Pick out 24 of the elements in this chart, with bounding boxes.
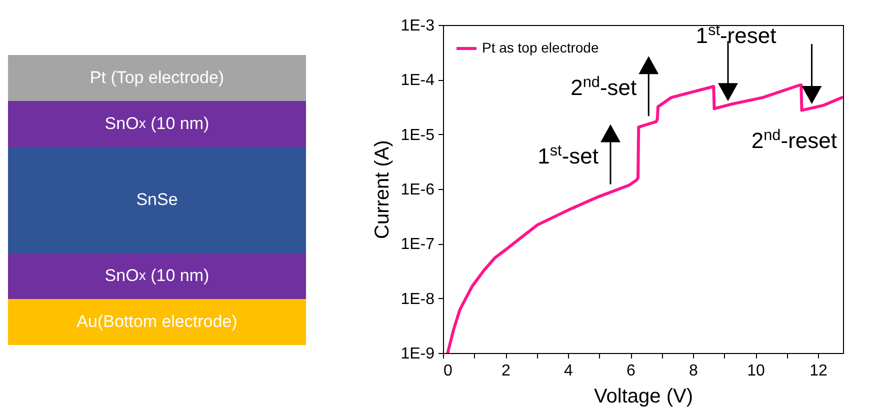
x-tick-label: 2: [502, 362, 511, 380]
x-tick-label: 6: [626, 362, 636, 380]
x-tick-label: 8: [689, 362, 698, 380]
category-label: Au(Bottom electrode): [76, 312, 238, 332]
y-tick-label: 1E-4: [400, 72, 435, 90]
x-axis-title: Voltage (V): [594, 386, 693, 408]
annotation: 2$^{nd}$-reset: [751, 126, 837, 154]
y-tick-label: 1E-7: [400, 236, 435, 254]
annotation: 2$^{nd}$-set: [570, 74, 637, 100]
y-tick-label: 1E-3: [400, 18, 435, 34]
legend-label: Pt as top electrode: [482, 40, 599, 56]
x-tick-label: 10: [747, 362, 765, 380]
y-axis-title: Current (A): [372, 140, 394, 239]
y-tick-label: 1E-5: [400, 126, 435, 144]
y-tick-label: 1E-8: [400, 290, 435, 308]
category-label: Pt (Top electrode): [90, 68, 224, 88]
annotation: 1$^{st}$-reset: [696, 22, 776, 48]
x-tick-label: 12: [810, 362, 828, 380]
category-label: SnSe: [136, 190, 178, 210]
x-tick-label: 0: [444, 362, 452, 380]
annotation: 1$^{st}$-set: [538, 142, 598, 168]
y-tick-label: 1E-9: [400, 346, 435, 362]
y-tick-label: 1E-6: [400, 182, 435, 198]
x-tick-label: 4: [564, 362, 574, 380]
